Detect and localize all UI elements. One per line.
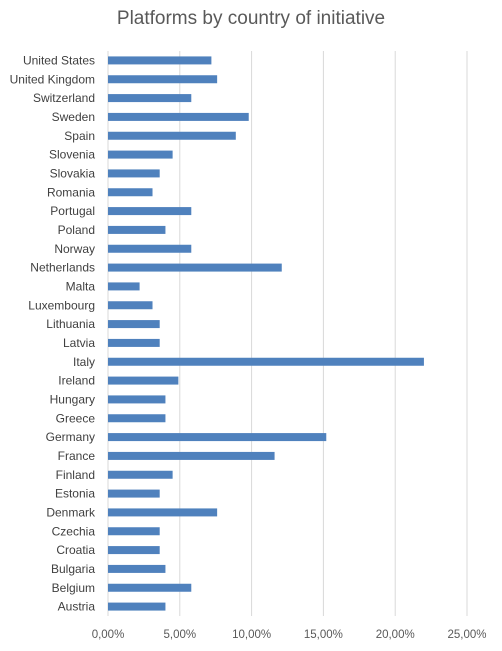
bar-greece	[108, 414, 166, 423]
category-label: Ireland	[58, 374, 95, 388]
bar-latvia	[108, 338, 160, 347]
bar-netherlands	[108, 263, 282, 272]
bar-romania	[108, 188, 153, 197]
category-label: Hungary	[50, 392, 95, 406]
category-label: Estonia	[55, 487, 95, 501]
category-label: Spain	[64, 129, 95, 143]
bar-portugal	[108, 207, 192, 216]
bar-slovenia	[108, 150, 173, 159]
category-label: Croatia	[56, 543, 95, 557]
category-label: Greece	[56, 411, 96, 425]
bar-hungary	[108, 395, 166, 404]
category-label: France	[58, 449, 96, 463]
grid-layer	[107, 51, 468, 616]
bar-finland	[108, 470, 173, 479]
bar-germany	[108, 433, 327, 442]
bar-estonia	[108, 489, 160, 498]
category-label: Romania	[47, 185, 95, 199]
category-label: Germany	[46, 430, 95, 444]
bars-layer	[108, 56, 424, 611]
bar-poland	[108, 225, 166, 234]
category-label: Belgium	[52, 581, 95, 595]
bar-czechia	[108, 527, 160, 536]
category-label: Slovakia	[50, 166, 96, 180]
category-label: Netherlands	[30, 261, 95, 275]
bar-slovakia	[108, 169, 160, 178]
category-label: Norway	[54, 242, 95, 256]
x-tick-label: 10,00%	[232, 629, 271, 641]
bar-lithuania	[108, 320, 160, 329]
x-tick-label: 5,00%	[163, 629, 196, 641]
bar-sweden	[108, 112, 249, 121]
bar-croatia	[108, 546, 160, 555]
chart-title: Platforms by country of initiative	[116, 8, 386, 29]
category-label: Italy	[73, 355, 95, 369]
x-tick-label: 25,00%	[447, 629, 486, 641]
bar-united-states	[108, 56, 212, 65]
category-labels: United States United Kingdom Switzerland Sw…	[10, 53, 96, 613]
bar-malta	[108, 282, 140, 291]
bar-ireland	[108, 376, 179, 385]
bar-france	[108, 451, 275, 460]
category-label: Sweden	[52, 110, 95, 124]
category-label: United Kingdom	[10, 72, 95, 86]
category-label: Denmark	[46, 505, 96, 519]
x-tick-labels: 0,00% 5,00% 10,00% 15,00% 20,00% 25,00%	[92, 629, 487, 641]
bar-switzerland	[108, 94, 192, 103]
bar-united-kingdom	[108, 75, 218, 84]
x-tick-label: 15,00%	[304, 629, 343, 641]
bar-luxembourg	[108, 301, 153, 310]
category-label: Malta	[66, 279, 96, 293]
category-label: Finland	[56, 468, 95, 482]
category-label: Latvia	[63, 336, 95, 350]
x-tick-label: 0,00%	[92, 629, 125, 641]
category-label: United States	[23, 53, 95, 67]
bar-belgium	[108, 583, 192, 592]
category-label: Portugal	[50, 204, 95, 218]
bar-austria	[108, 602, 166, 611]
category-label: Bulgaria	[51, 562, 95, 576]
category-label: Switzerland	[33, 91, 95, 105]
x-tick-label: 20,00%	[376, 629, 415, 641]
bar-spain	[108, 131, 236, 140]
category-label: Lithuania	[46, 317, 95, 331]
bar-bulgaria	[108, 564, 166, 573]
bar-italy	[108, 357, 424, 366]
category-label: Luxembourg	[28, 298, 95, 312]
category-label: Slovenia	[49, 148, 95, 162]
category-label: Austria	[58, 600, 96, 614]
category-label: Czechia	[52, 524, 96, 538]
category-label: Poland	[58, 223, 95, 237]
bar-norway	[108, 244, 192, 253]
bar-denmark	[108, 508, 218, 517]
